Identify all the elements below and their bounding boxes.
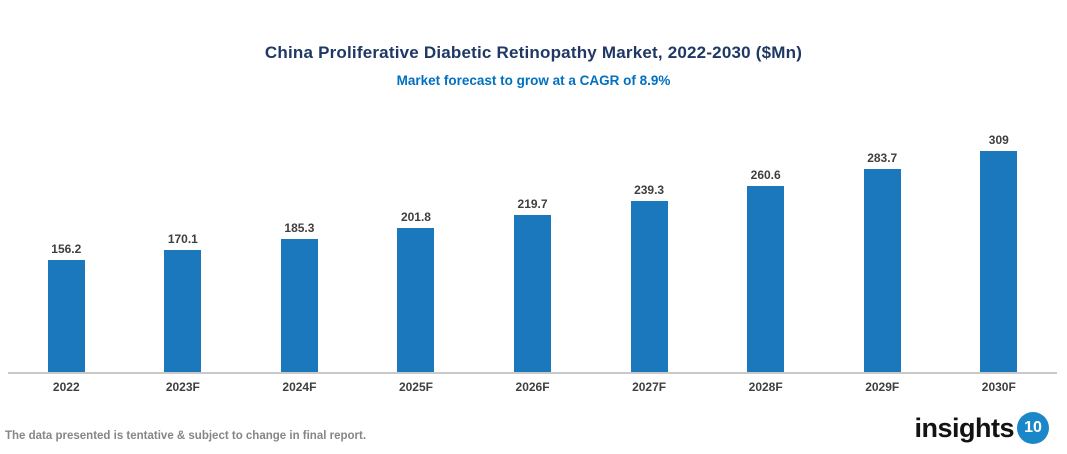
logo-wordmark: insights <box>914 412 1014 443</box>
bar-column-2022: 156.2 <box>8 120 125 372</box>
bar-column-2029F: 283.7 <box>824 120 941 372</box>
bar-2030F <box>980 150 1018 372</box>
bar-2023F <box>164 250 202 372</box>
bar-column-2025F: 201.8 <box>358 120 475 372</box>
bar-value-label: 170.1 <box>167 232 198 247</box>
bar-value-label: 185.3 <box>284 221 315 236</box>
x-axis-label-2029F: 2029F <box>865 380 900 394</box>
bar-value-label: 283.7 <box>867 151 898 165</box>
bar-value-label: 309 <box>988 132 1009 147</box>
x-axis-label-2028F: 2028F <box>748 380 783 394</box>
bars-area: 156.2 170.1 185.3 201.8 219.7 239.3 260.6 283.7… <box>8 120 1057 372</box>
bar-2025F <box>397 227 435 372</box>
bar-value-label: 201.8 <box>400 209 431 224</box>
bar-column-2028F: 260.6 <box>707 120 824 372</box>
x-axis-label-2026F: 2026F <box>515 380 550 394</box>
disclaimer-text: The data presented is tentative & subjec… <box>5 430 367 442</box>
logo-number-badge: 10 <box>1017 412 1049 444</box>
bar-2027F <box>630 200 668 372</box>
bar-column-2026F: 219.7 <box>474 120 591 372</box>
x-axis-label-2027F: 2027F <box>632 380 667 394</box>
chart-subtitle: Market forecast to grow at a CAGR of 8.9… <box>396 73 671 88</box>
x-axis-label-2024F: 2024F <box>282 380 317 394</box>
bar-column-2023F: 170.1 <box>125 120 242 372</box>
bar-value-label: 239.3 <box>634 182 665 197</box>
chart-title: China Proliferative Diabetic Retinopathy… <box>264 43 803 62</box>
bar-2022 <box>47 260 85 372</box>
x-axis-label-2023F: 2023F <box>165 380 200 394</box>
insights10-logo: insights 10 <box>914 412 1049 444</box>
bar-value-label: 219.7 <box>517 196 548 211</box>
bar-2028F <box>747 185 785 372</box>
x-axis-label-2022: 2022 <box>52 380 80 394</box>
bar-2024F <box>280 239 318 372</box>
bar-value-label: 260.6 <box>750 167 781 182</box>
bar-chart-plot: 156.2 170.1 185.3 201.8 219.7 239.3 260.6 283.7… <box>8 120 1057 394</box>
bar-value-label: 156.2 <box>51 242 82 257</box>
bar-2026F <box>514 214 552 372</box>
bar-column-2024F: 185.3 <box>241 120 358 372</box>
bar-column-2030F: 309 <box>941 120 1058 372</box>
bar-column-2027F: 239.3 <box>591 120 708 372</box>
x-axis-label-2025F: 2025F <box>398 380 433 394</box>
x-axis-labels: 2022 2023F 2024F 2025F 2026F 2027F 2028F 2029F 2… <box>8 380 1057 394</box>
x-axis-label-2030F: 2030F <box>981 380 1016 394</box>
x-axis-line <box>8 372 1057 374</box>
bar-2029F <box>863 169 901 372</box>
